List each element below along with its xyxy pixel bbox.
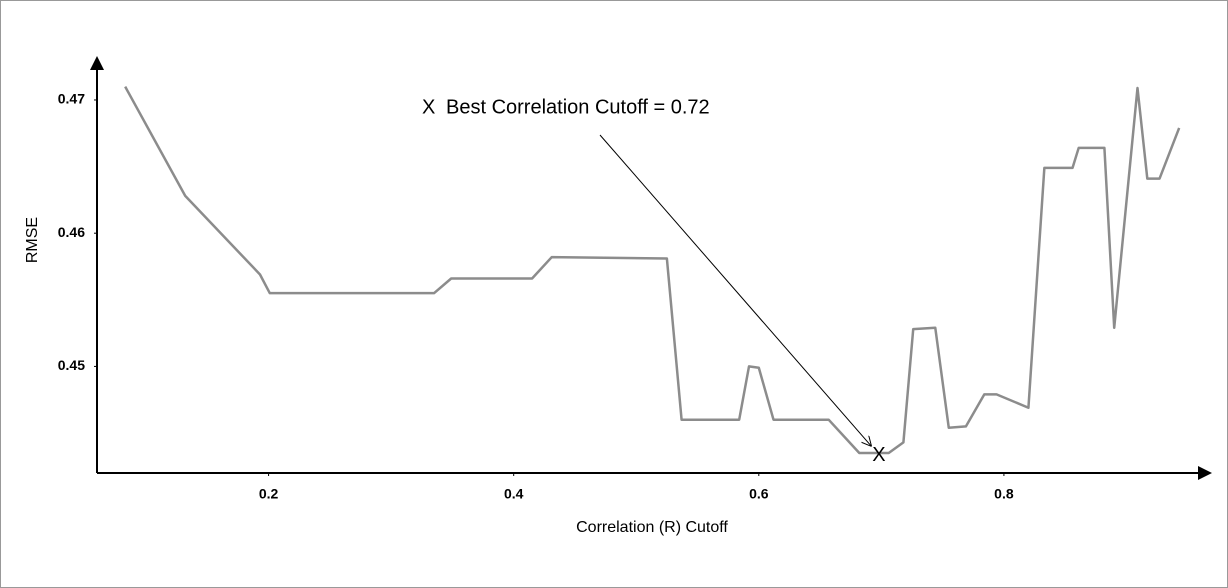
y-axis-arrow — [90, 56, 104, 70]
line-series — [124, 86, 1181, 455]
y-tick-label: 0.47 — [58, 91, 85, 107]
annotation-symbol: X — [422, 96, 435, 118]
y-tick-label: 0.46 — [58, 224, 85, 240]
x-tick-label: 0.2 — [259, 486, 279, 502]
x-tick-label: 0.8 — [994, 486, 1014, 502]
annotation-text: Best Correlation Cutoff = 0.72 — [446, 96, 710, 118]
x-tick-label: 0.6 — [749, 486, 769, 502]
annotation-arrow — [599, 134, 871, 446]
y-axis-label: RMSE — [24, 217, 41, 263]
x-tick-label: 0.4 — [504, 486, 524, 502]
x-axis-label: Correlation (R) Cutoff — [576, 519, 728, 536]
x-axis-arrow — [1198, 466, 1212, 480]
y-tick-label: 0.45 — [58, 357, 85, 373]
best-marker: X — [872, 444, 885, 466]
